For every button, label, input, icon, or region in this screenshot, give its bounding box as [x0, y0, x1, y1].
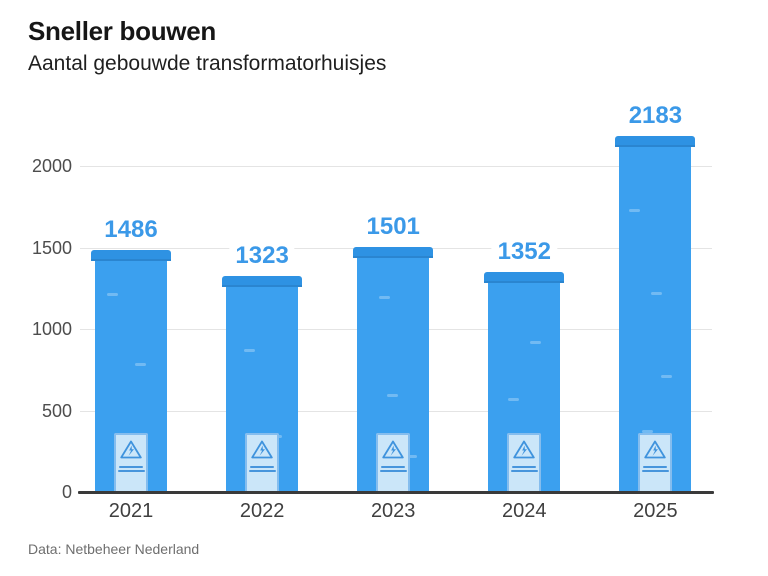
x-axis-line	[78, 491, 714, 494]
door-warning-text-line	[248, 470, 276, 472]
door-warning-text-line	[250, 466, 275, 468]
warning-triangle-icon	[644, 440, 667, 464]
page-title: Sneller bouwen	[28, 16, 216, 46]
bar-door	[376, 433, 411, 492]
bar-cap	[615, 136, 696, 148]
bar-texture-speck	[134, 362, 146, 366]
bar-texture-speck	[661, 374, 673, 378]
bar-cap	[91, 249, 171, 261]
door-warning-text-line	[510, 470, 538, 472]
year-label: 2023	[370, 500, 416, 522]
source-credit: Data: Netbeheer Nederland	[28, 541, 200, 557]
value-label: 1352	[491, 237, 557, 266]
bar-door	[114, 433, 148, 492]
bar-cap	[353, 247, 434, 259]
warning-triangle-icon	[120, 440, 142, 464]
y-tick-label: 0	[61, 482, 72, 502]
bar-texture-speck	[642, 429, 654, 433]
door-warning-text-line	[641, 470, 669, 472]
door-warning-text-line	[643, 466, 668, 468]
warning-triangle-icon	[382, 440, 404, 464]
door-warning-text-line	[117, 470, 145, 472]
value-label: 1501	[360, 213, 426, 242]
y-tick-label: 1000	[31, 319, 72, 339]
value-label: 2183	[622, 102, 689, 131]
bar-door	[507, 433, 542, 492]
y-tick-label: 1500	[31, 237, 72, 258]
page-subtitle: Aantal gebouwde transformatorhuisjes	[28, 52, 387, 75]
year-label: 2022	[239, 500, 285, 522]
value-label: 1486	[98, 215, 164, 244]
bar-door	[245, 433, 280, 492]
door-warning-text-line	[381, 466, 406, 468]
warning-triangle-icon	[251, 440, 273, 464]
warning-triangle-icon	[513, 440, 535, 464]
bar-texture-speck	[629, 209, 641, 213]
gridline	[80, 166, 712, 167]
year-label: 2021	[108, 500, 154, 522]
year-label: 2024	[502, 500, 547, 522]
y-tick-label: 500	[41, 400, 72, 421]
bar-texture-speck	[651, 291, 663, 295]
bar-cap	[222, 276, 303, 288]
value-label: 1323	[229, 242, 295, 271]
bar-texture-speck	[530, 341, 542, 345]
bar-texture-speck	[406, 454, 418, 458]
year-label: 2025	[633, 500, 678, 522]
bar-door	[638, 433, 673, 492]
y-tick-label: 2000	[31, 156, 72, 176]
bar-texture-speck	[508, 397, 520, 401]
door-warning-text-line	[379, 470, 407, 472]
bar-texture-speck	[378, 295, 390, 299]
door-warning-text-line	[512, 466, 537, 468]
bar-texture-speck	[244, 348, 256, 352]
bar-texture-speck	[106, 293, 118, 297]
bar-texture-speck	[387, 393, 399, 397]
door-warning-text-line	[119, 466, 143, 468]
bar-cap	[484, 271, 565, 283]
